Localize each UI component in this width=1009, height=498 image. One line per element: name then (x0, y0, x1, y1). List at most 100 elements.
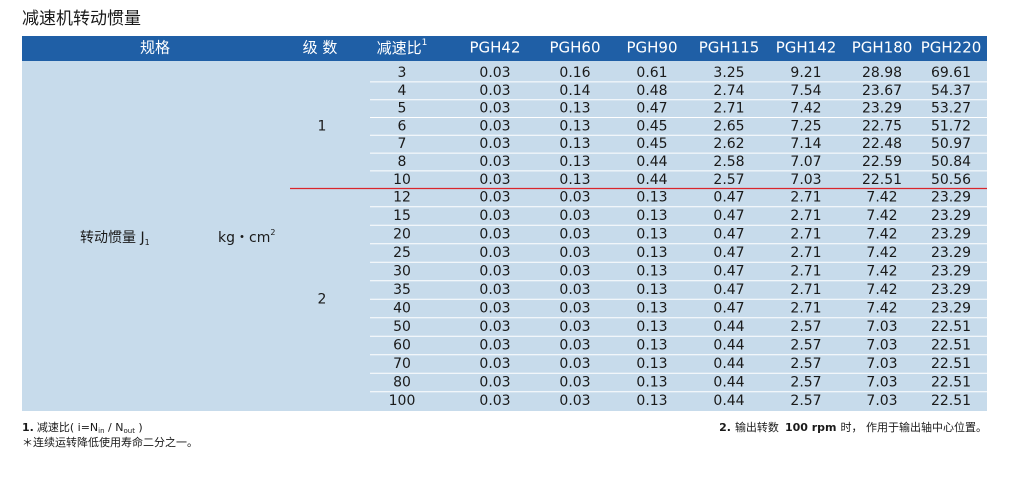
fn2-end: 时， 作用于输出轴中心位置。 (841, 420, 988, 434)
ratio-cell: 60 (393, 338, 411, 354)
quantity-name: 转动惯量 J1 (80, 229, 150, 247)
value-cell: 0.03 (479, 65, 510, 81)
value-cell: 0.03 (559, 301, 590, 317)
value-cell: 0.13 (636, 375, 667, 391)
stage-label: 2 (318, 291, 327, 307)
header-model: PGH90 (626, 39, 677, 57)
value-cell: 0.03 (559, 227, 590, 243)
header-model: PGH220 (921, 39, 982, 57)
value-cell: 2.57 (790, 375, 821, 391)
ratio-cell: 8 (398, 154, 407, 170)
ratio-cell: 30 (393, 264, 411, 280)
value-cell: 7.42 (790, 101, 821, 117)
header-ratio: 减速比1 (377, 38, 428, 57)
value-cell: 0.03 (479, 375, 510, 391)
value-cell: 0.13 (559, 101, 590, 117)
value-cell: 0.13 (636, 227, 667, 243)
ratio-cell: 70 (393, 356, 411, 372)
value-cell: 7.42 (866, 245, 897, 261)
value-cell: 0.44 (713, 356, 744, 372)
value-cell: 7.07 (790, 154, 821, 170)
value-cell: 0.13 (636, 190, 667, 206)
value-cell: 0.47 (713, 301, 744, 317)
value-cell: 0.47 (713, 208, 744, 224)
value-cell: 7.03 (866, 393, 897, 409)
value-cell: 0.47 (713, 227, 744, 243)
header-bar (22, 36, 987, 61)
value-cell: 0.03 (479, 83, 510, 99)
value-cell: 0.44 (636, 172, 667, 188)
value-cell: 50.84 (931, 154, 971, 170)
value-cell: 0.16 (559, 65, 590, 81)
value-cell: 2.57 (713, 172, 744, 188)
value-cell: 7.42 (866, 227, 897, 243)
stage-label: 1 (318, 118, 327, 134)
ratio-cell: 5 (398, 101, 407, 117)
value-cell: 0.13 (636, 208, 667, 224)
value-cell: 22.51 (931, 393, 971, 409)
value-cell: 28.98 (862, 65, 902, 81)
value-cell: 0.13 (636, 301, 667, 317)
value-cell: 23.29 (931, 227, 971, 243)
ratio-cell: 7 (398, 136, 407, 152)
value-cell: 22.75 (862, 118, 902, 134)
ratio-cell: 15 (393, 208, 411, 224)
ratio-cell: 4 (398, 83, 407, 99)
unit-sup: 2 (270, 228, 275, 237)
value-cell: 0.44 (713, 338, 744, 354)
value-cell: 7.03 (866, 375, 897, 391)
value-cell: 2.74 (713, 83, 744, 99)
value-cell: 2.62 (713, 136, 744, 152)
fn1-end: ) (135, 421, 143, 434)
value-cell: 0.03 (479, 264, 510, 280)
value-cell: 23.29 (931, 245, 971, 261)
value-cell: 0.03 (559, 245, 590, 261)
value-cell: 23.67 (862, 83, 902, 99)
header-model: PGH60 (549, 39, 600, 57)
fn2-speed: 100 rpm (785, 421, 837, 434)
value-cell: 0.03 (479, 136, 510, 152)
quantity-unit: kg・cm2 (218, 228, 275, 247)
value-cell: 7.54 (790, 83, 821, 99)
header-spec: 规格 (140, 39, 170, 57)
value-cell: 0.03 (479, 227, 510, 243)
page-title: 减速机转动惯量 (22, 9, 141, 29)
value-cell: 0.48 (636, 83, 667, 99)
ratio-cell: 100 (389, 393, 416, 409)
value-cell: 0.44 (713, 319, 744, 335)
value-cell: 0.03 (479, 301, 510, 317)
value-cell: 54.37 (931, 83, 971, 99)
value-cell: 0.13 (636, 319, 667, 335)
ratio-note: 1 (422, 38, 428, 48)
ratio-text: 减速比 (377, 39, 422, 57)
value-cell: 0.03 (479, 282, 510, 298)
value-cell: 9.21 (790, 65, 821, 81)
value-cell: 50.56 (931, 172, 971, 188)
value-cell: 2.57 (790, 356, 821, 372)
table-body (22, 61, 987, 411)
value-cell: 22.51 (862, 172, 902, 188)
ratio-cell: 20 (393, 227, 411, 243)
ratio-cell: 35 (393, 282, 411, 298)
fn1-number: 1. (22, 421, 34, 434)
ratio-cell: 6 (398, 118, 407, 134)
value-cell: 0.03 (559, 338, 590, 354)
value-cell: 7.14 (790, 136, 821, 152)
footnote-3: ＊连续运转降低使用寿命二分之一。 (22, 435, 198, 449)
fn1-text: 减速比( i=N (37, 421, 98, 434)
value-cell: 0.13 (636, 356, 667, 372)
value-cell: 0.44 (713, 375, 744, 391)
value-cell: 2.65 (713, 118, 744, 134)
value-cell: 0.03 (479, 190, 510, 206)
value-cell: 22.51 (931, 356, 971, 372)
value-cell: 0.03 (479, 393, 510, 409)
quantity-text: 转动惯量 J (80, 229, 145, 246)
value-cell: 23.29 (931, 190, 971, 206)
value-cell: 0.03 (479, 172, 510, 188)
value-cell: 0.03 (479, 154, 510, 170)
fn2-number: 2. (719, 421, 731, 434)
value-cell: 0.03 (479, 356, 510, 372)
ratio-cell: 40 (393, 301, 411, 317)
value-cell: 2.71 (790, 245, 821, 261)
